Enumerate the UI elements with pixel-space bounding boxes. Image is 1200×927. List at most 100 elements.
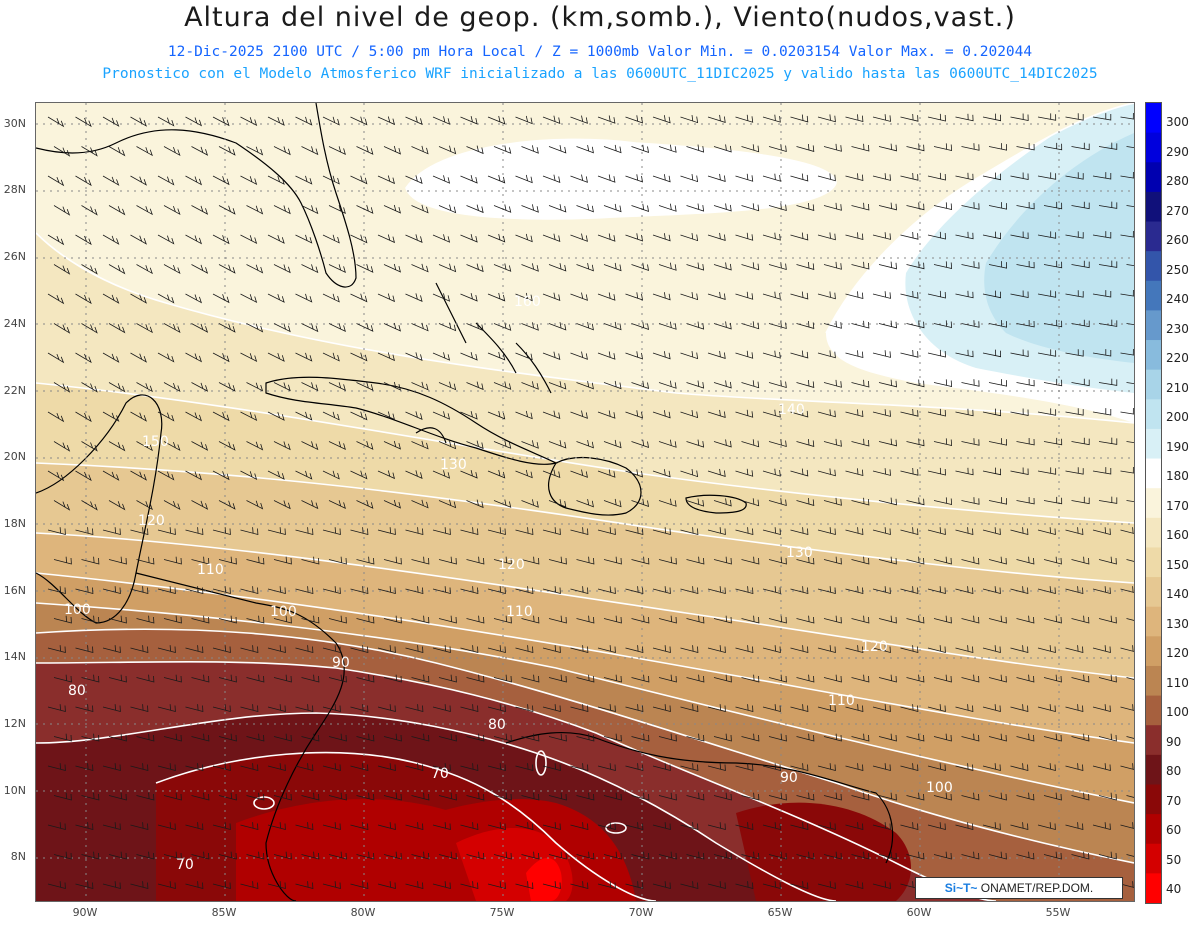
wind-barb (713, 733, 732, 742)
wind-barb (191, 851, 210, 860)
wind-barb (350, 763, 369, 772)
wind-barb (328, 733, 347, 742)
wind-barb (625, 586, 644, 595)
wind-barb (460, 411, 478, 420)
color-scale-swatch (1146, 399, 1161, 430)
wind-barb (1037, 467, 1057, 475)
wind-barb (81, 851, 100, 860)
wind-barb (136, 851, 155, 860)
wind-barb (267, 586, 286, 595)
wind-barb (652, 233, 671, 242)
color-scale-label: 230 (1166, 321, 1189, 336)
wind-barb (515, 645, 534, 654)
wind-barb (240, 470, 258, 480)
wind-barb (438, 615, 457, 624)
credit-box: Si~T~ ONAMET/REP.DOM. (915, 877, 1123, 899)
wind-barb (845, 409, 864, 418)
wind-barb (603, 792, 622, 801)
wind-barb (823, 379, 842, 388)
wind-barb (383, 145, 401, 155)
wind-barb (1010, 704, 1029, 713)
wind-barb (328, 674, 347, 683)
wind-barb (1016, 260, 1035, 269)
wind-barb (301, 733, 320, 742)
wind-barb (933, 320, 953, 329)
wind-barb (295, 234, 313, 244)
wind-barb (191, 382, 209, 392)
wind-barb (1126, 264, 1134, 267)
wind-barb (136, 792, 155, 801)
wind-barb (603, 144, 622, 154)
wind-barb (631, 851, 650, 860)
wind-barb (438, 204, 457, 214)
wind-barb (411, 145, 429, 155)
wind-barb (515, 527, 534, 536)
wind-barb (81, 792, 100, 801)
wind-barb (900, 408, 919, 417)
wind-barb (735, 881, 754, 890)
wind-barb (295, 293, 313, 303)
wind-barb (1098, 142, 1118, 150)
wind-barb (741, 144, 760, 153)
wind-barb (735, 114, 754, 123)
wind-barb (1092, 586, 1111, 595)
wind-barb (686, 380, 705, 389)
wind-barb (466, 381, 484, 391)
wind-barb (1010, 467, 1029, 475)
contour-label: 110 (828, 693, 855, 709)
wind-barb (102, 352, 120, 363)
wind-barb (53, 674, 72, 683)
wind-barb (1037, 349, 1057, 357)
wind-barb (515, 233, 533, 243)
wind-barb (411, 792, 430, 801)
wind-barb (796, 674, 815, 683)
color-scale-swatch (1146, 103, 1161, 134)
wind-barb (542, 881, 561, 890)
wind-barb (933, 497, 953, 506)
wind-barb (1016, 792, 1035, 801)
wind-barb (686, 498, 705, 507)
wind-barb (927, 408, 946, 417)
wind-barb (163, 500, 181, 511)
color-scale-swatch (1146, 754, 1161, 785)
wind-barb (322, 822, 341, 831)
wind-barb (1065, 822, 1084, 831)
wind-barb (878, 320, 897, 329)
wind-barb (273, 615, 292, 624)
wind-barb (790, 232, 809, 241)
wind-barb (185, 175, 203, 186)
wind-barb (487, 822, 506, 831)
lon-label: 85W (211, 906, 237, 919)
wind-barb (686, 203, 705, 212)
wind-barb (817, 881, 836, 890)
wind-barb (741, 262, 760, 271)
wind-barb (301, 205, 319, 215)
wind-barb (493, 263, 512, 272)
wind-barb (1126, 382, 1134, 385)
wind-barb (295, 822, 314, 831)
wind-barb (405, 704, 424, 713)
wind-barb (817, 232, 836, 241)
wind-barb (872, 527, 891, 536)
wind-barb (328, 615, 347, 624)
wind-barb (377, 293, 395, 303)
wind-barb (955, 231, 974, 240)
wind-barb (47, 234, 65, 246)
wind-barb (438, 792, 457, 801)
wind-barb (322, 234, 340, 244)
color-scale-label: 90 (1166, 734, 1182, 749)
wind-barb (542, 233, 561, 243)
wind-barb (191, 615, 210, 624)
wind-barb (845, 232, 864, 241)
wind-barb (796, 497, 815, 506)
color-scale-swatch (1146, 725, 1161, 756)
wind-barb (328, 851, 347, 860)
wind-barb (191, 323, 209, 333)
wind-barb (823, 497, 842, 506)
wind-barb (906, 615, 925, 624)
wind-barb (521, 381, 539, 390)
wind-barb (212, 411, 230, 422)
wind-barb (460, 881, 479, 890)
wind-barb (686, 556, 705, 565)
wind-barb (796, 556, 815, 565)
